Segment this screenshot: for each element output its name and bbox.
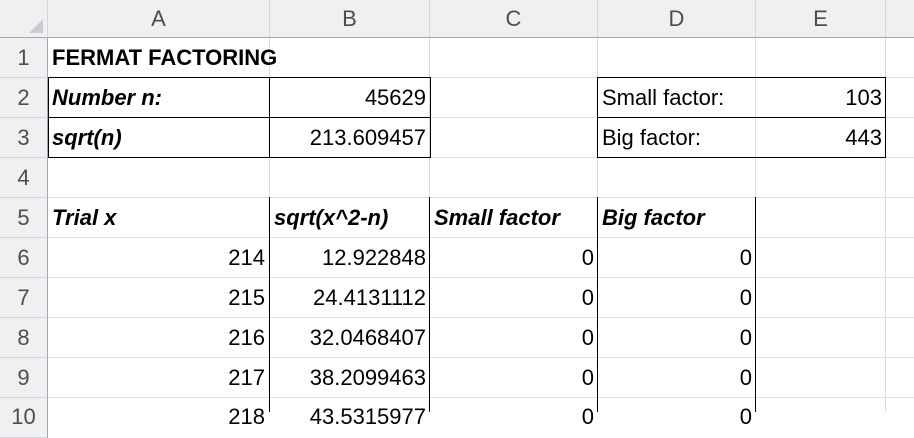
gridline	[48, 157, 914, 158]
input-box-divider	[48, 117, 431, 118]
big-factor-header-cell[interactable]: Big factor	[602, 205, 705, 230]
number-label-cell[interactable]: Number n:	[52, 85, 162, 110]
table-cell[interactable]: 215	[228, 285, 265, 310]
row-header-10[interactable]: 10	[0, 398, 48, 438]
table-border	[597, 197, 598, 412]
table-cell[interactable]: 24.4131112	[313, 285, 426, 310]
table-cell[interactable]: 217	[228, 365, 265, 390]
sqrt-label-cell[interactable]: sqrt(n)	[52, 125, 122, 150]
table-cell[interactable]: 12.922848	[322, 245, 426, 270]
table-cell[interactable]: 216	[228, 325, 265, 350]
input-box-divider	[269, 77, 270, 158]
row-header-7[interactable]: 7	[0, 278, 48, 318]
gridline	[48, 77, 914, 78]
gridline	[48, 357, 914, 358]
number-value-cell[interactable]: 45629	[364, 85, 426, 110]
gridline	[48, 397, 914, 398]
table-border	[429, 197, 430, 412]
table-border	[755, 197, 756, 412]
row-header-10-label: 10	[11, 404, 36, 429]
table-cell[interactable]: 214	[228, 245, 265, 270]
table-cell[interactable]: 0	[430, 398, 598, 438]
sqrt-header-cell[interactable]: sqrt(x^2-n)	[274, 205, 389, 230]
results-box-divider	[597, 117, 886, 118]
title-cell[interactable]: FERMAT FACTORING	[52, 45, 278, 70]
gridline	[48, 197, 914, 198]
table-cell-value: 218	[228, 404, 265, 429]
table-cell[interactable]: 0	[581, 325, 594, 350]
table-cell[interactable]: 0	[739, 325, 752, 350]
table-cell[interactable]: 218	[48, 398, 269, 438]
table-cell[interactable]: 0	[739, 365, 752, 390]
trial-x-header-cell[interactable]: Trial x	[52, 205, 117, 230]
table-cell[interactable]: 38.2099463	[309, 365, 426, 390]
gridline	[48, 277, 914, 278]
column-header-b[interactable]: B	[270, 0, 430, 38]
table-cell[interactable]: 0	[739, 245, 752, 270]
table-cell[interactable]: 0	[581, 365, 594, 390]
column-header-a[interactable]: A	[48, 0, 270, 38]
small-factor-header-cell[interactable]: Small factor	[434, 205, 560, 230]
small-factor-label-cell[interactable]: Small factor:	[602, 85, 725, 110]
gridline	[885, 38, 886, 412]
column-header-d[interactable]: D	[598, 0, 756, 38]
column-header-f[interactable]	[886, 0, 914, 38]
table-cell-value: 0	[581, 404, 594, 429]
table-cell[interactable]: 0	[581, 285, 594, 310]
sqrt-value-cell[interactable]: 213.609457	[309, 125, 426, 150]
table-cell[interactable]: 32.0468407	[309, 325, 426, 350]
table-border	[269, 197, 270, 412]
column-header-c[interactable]: C	[430, 0, 598, 38]
row-header-8[interactable]: 8	[0, 318, 48, 358]
gridline	[48, 237, 914, 238]
table-cell-value: 43.5315977	[309, 404, 426, 429]
big-factor-value-cell[interactable]: 443	[845, 125, 882, 150]
column-header-e[interactable]: E	[756, 0, 886, 38]
gridline	[48, 117, 914, 118]
row-header-1[interactable]: 1	[0, 38, 48, 78]
gridline	[48, 317, 914, 318]
row-header-5[interactable]: 5	[0, 198, 48, 238]
big-factor-label-cell[interactable]: Big factor:	[602, 125, 702, 150]
select-all-corner[interactable]	[0, 0, 48, 38]
table-cell[interactable]: 0	[739, 285, 752, 310]
table-cell-value: 0	[739, 404, 752, 429]
row-header-3[interactable]: 3	[0, 118, 48, 158]
table-cell[interactable]: 43.5315977	[270, 398, 430, 438]
row-header-2[interactable]: 2	[0, 78, 48, 118]
table-cell[interactable]: 0	[581, 245, 594, 270]
table-cell[interactable]: 0	[598, 398, 756, 438]
row-header-6[interactable]: 6	[0, 238, 48, 278]
row-header-9[interactable]: 9	[0, 358, 48, 398]
row-header-4[interactable]: 4	[0, 158, 48, 198]
small-factor-value-cell[interactable]: 103	[845, 85, 882, 110]
select-all-triangle	[29, 19, 43, 33]
